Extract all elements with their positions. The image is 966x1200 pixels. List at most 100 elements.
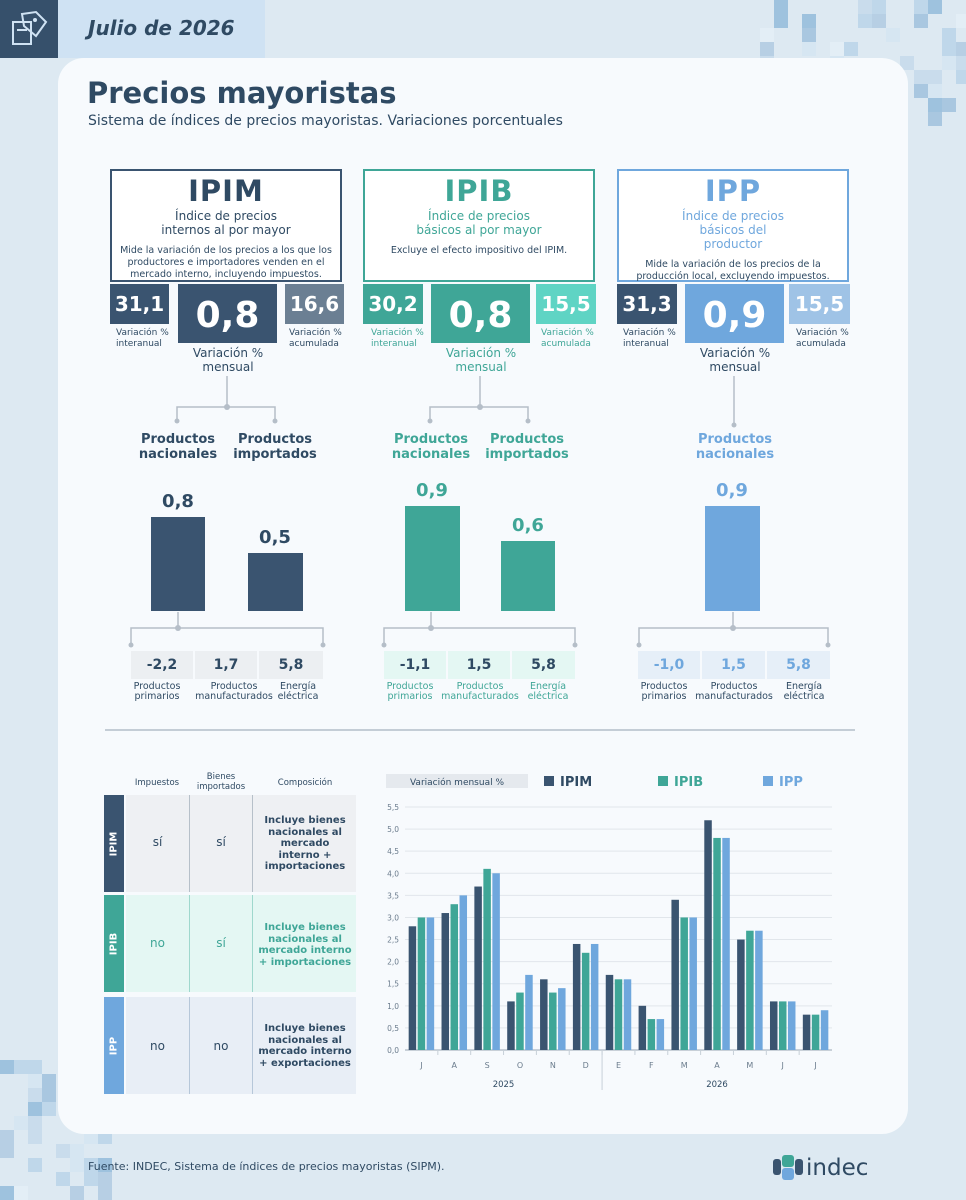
ipib-energia-value: 5,8 (512, 651, 575, 679)
ipim-interanual: 31,1 (110, 284, 169, 324)
ipim-mensual: 0,8 (178, 284, 277, 343)
chart-title: Variación mensual % (410, 777, 504, 788)
ipib-acumulada-label: Variación % acumulada (541, 328, 594, 349)
y-tick-label: 2,0 (387, 958, 399, 967)
ipp-interanual-label: Variación % interanual (623, 328, 676, 349)
x-tick-label: A (452, 1061, 458, 1070)
year-label: 2026 (706, 1080, 728, 1090)
bar-ipp (755, 930, 763, 1050)
bar-ipib (516, 992, 524, 1050)
ipp-product-label-nacionales: Productos nacionales (695, 432, 775, 462)
x-tick-label: D (583, 1061, 589, 1070)
bar-ipib (680, 917, 688, 1050)
ipib-manufacturados-label: Productos manufacturados (441, 681, 519, 702)
table-cell-impuestos: sí (152, 835, 163, 849)
x-tick-label: M (746, 1061, 753, 1070)
ipim-manufacturados-label: Productos manufacturados (195, 681, 273, 702)
y-tick-label: 2,5 (387, 936, 399, 945)
bar-ipib (746, 930, 754, 1050)
bar-ipib (483, 868, 491, 1050)
ipim-importados-value: 0,5 (259, 526, 291, 548)
ipp-interanual: 31,3 (617, 284, 677, 324)
bar-ipib (811, 1014, 820, 1050)
ipim-product-label-nacionales: Productos nacionales (138, 432, 218, 462)
table-header-composicion: Composición (277, 778, 333, 788)
table-cell-importados: sí (216, 835, 226, 849)
legend-label: IPIM (560, 775, 592, 790)
bar-ipib (450, 904, 459, 1050)
section-divider (105, 729, 855, 731)
x-tick-label: S (485, 1061, 490, 1070)
ipp-energia-value: 5,8 (767, 651, 830, 679)
index-full-name: Índice de precios básicos al por mayor (416, 209, 542, 237)
table-cell-impuestos: no (150, 936, 165, 950)
table-row-label-ipim: IPIM (104, 795, 124, 892)
indec-logo: indec (806, 1155, 869, 1181)
bar-ipp (590, 943, 599, 1050)
bar-ipim (474, 886, 482, 1050)
ipib-interanual: 30,2 (363, 284, 423, 324)
bar-ipib (647, 1019, 656, 1050)
bar-ipim (540, 979, 548, 1050)
y-tick-label: 3,0 (387, 913, 399, 922)
bar-ipp (459, 895, 468, 1050)
bar-ipib (713, 837, 721, 1050)
ipp-primarios-label: Productos primarios (640, 681, 688, 702)
bar-ipim (572, 943, 581, 1050)
x-tick-label: O (517, 1061, 523, 1070)
ipib-box: IPIB Índice de precios básicos al por ma… (363, 169, 595, 282)
table-cell-composicion: Incluye bienes nacionales al mercado int… (264, 815, 346, 872)
x-tick-label: A (714, 1061, 720, 1070)
ipp-mensual: 0,9 (685, 284, 784, 343)
ipp-manufacturados-value: 1,5 (702, 651, 765, 679)
ipim-mensual-label: Variación % mensual (192, 346, 264, 374)
bar-ipim (507, 1001, 515, 1050)
ipim-acumulada: 16,6 (285, 284, 344, 324)
bar-ipp (787, 1001, 796, 1050)
ipib-mensual: 0,8 (431, 284, 530, 343)
y-tick-label: 3,5 (387, 891, 399, 900)
x-tick-label: J (813, 1061, 816, 1070)
bar-ipim (769, 1001, 778, 1050)
ipim-primarios-value: -2,2 (131, 651, 193, 679)
bar-ipp (558, 988, 566, 1050)
ipib-interanual-label: Variación % interanual (371, 328, 424, 349)
ipim-nacionales-value: 0,8 (162, 491, 194, 513)
bar-ipp (656, 1019, 665, 1050)
report-date: Julio de 2026 (88, 16, 235, 40)
table-row (126, 795, 356, 892)
indec-logo-icon (773, 1155, 803, 1185)
bar-ipim (408, 926, 417, 1050)
ipib-importados-value: 0,6 (512, 514, 544, 536)
x-tick-label: J (419, 1061, 422, 1070)
legend-swatch (658, 776, 668, 786)
bar-ipp (492, 873, 500, 1050)
bar-ipib (417, 917, 426, 1050)
ipib-mensual-label: Variación % mensual (445, 346, 517, 374)
ipp-energia-label: Energía eléctrica (783, 681, 825, 702)
connector-lines (128, 376, 831, 648)
ipim-acumulada-label: Variación % acumulada (289, 328, 342, 349)
bar-ipim (605, 974, 614, 1050)
table-cell-composicion: Incluye bienes nacionales al mercado int… (258, 1023, 352, 1069)
x-tick-label: N (550, 1061, 556, 1070)
ipim-importados-bar (248, 552, 303, 611)
x-tick-label: E (616, 1061, 621, 1070)
bar-ipib (581, 952, 590, 1050)
y-tick-label: 4,5 (387, 847, 399, 856)
bar-ipim (704, 820, 712, 1050)
bar-ipp (820, 1010, 829, 1050)
ipib-acumulada: 15,5 (536, 284, 596, 324)
ipp-primarios-value: -1,0 (638, 651, 700, 679)
ipib-manufacturados-value: 1,5 (448, 651, 510, 679)
index-name: IPP (704, 174, 762, 208)
legend-swatch (544, 776, 554, 786)
index-name: IPIM (188, 174, 264, 208)
bar-ipim (671, 899, 679, 1050)
ipib-primarios-value: -1,1 (384, 651, 446, 679)
table-row (126, 895, 356, 992)
ipim-manufacturados-value: 1,7 (195, 651, 257, 679)
ipp-box: IPP Índice de precios básicos del produc… (617, 169, 849, 282)
ipib-importados-bar (501, 540, 555, 611)
table-cell-impuestos: no (150, 1039, 165, 1053)
